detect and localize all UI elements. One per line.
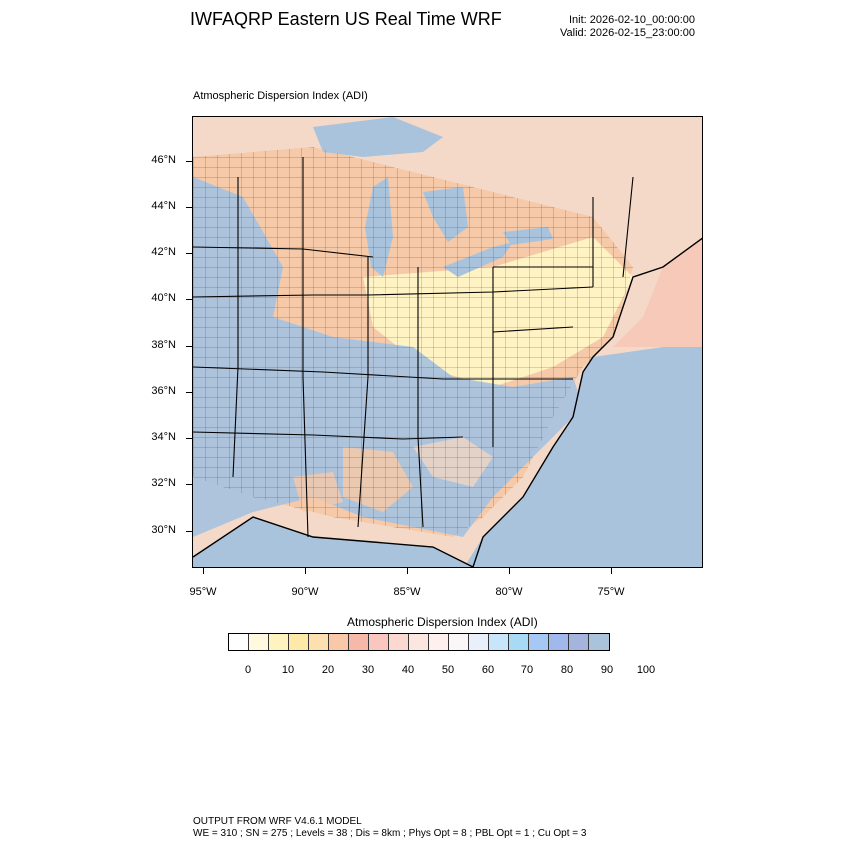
colorbar-box xyxy=(409,634,429,650)
model-info-line2: WE = 310 ; SN = 275 ; Levels = 38 ; Dis … xyxy=(193,828,587,839)
colorbar-label: 80 xyxy=(560,664,574,676)
lat-tick xyxy=(186,346,192,347)
colorbar-box xyxy=(329,634,349,650)
lon-tick xyxy=(203,568,204,574)
lat-tick xyxy=(186,531,192,532)
coastlines xyxy=(193,237,702,567)
map-panel xyxy=(192,116,703,568)
lon-tick xyxy=(305,568,306,574)
lat-label: 44°N xyxy=(151,200,176,212)
colorbar-label: 90 xyxy=(600,664,614,676)
lon-label: 80°W xyxy=(495,586,523,598)
colorbar-label: 70 xyxy=(520,664,534,676)
colorbar-box xyxy=(389,634,409,650)
gulf-of-mexico xyxy=(193,517,473,567)
lat-tick xyxy=(186,392,192,393)
lat-label: 36°N xyxy=(151,385,176,397)
lat-tick xyxy=(186,299,192,300)
colorbar-label: 30 xyxy=(361,664,375,676)
colorbar-box xyxy=(469,634,489,650)
lon-label: 90°W xyxy=(291,586,319,598)
lon-label: 85°W xyxy=(393,586,421,598)
lon-label: 75°W xyxy=(597,586,625,598)
colorbar-box xyxy=(489,634,509,650)
colorbar-box xyxy=(449,634,469,650)
lat-label: 30°N xyxy=(151,524,176,536)
lon-tick xyxy=(611,568,612,574)
state-boundaries xyxy=(193,157,634,538)
colorbar-box xyxy=(349,634,369,650)
colorbar-label: 0 xyxy=(244,664,252,676)
lake-superior xyxy=(313,117,443,157)
colorbar-box xyxy=(509,634,529,650)
colorbar-label: 100 xyxy=(636,664,656,676)
lat-tick xyxy=(186,207,192,208)
colorbar-box xyxy=(529,634,549,650)
colorbar-box xyxy=(309,634,329,650)
colorbar xyxy=(228,633,610,651)
lon-label: 95°W xyxy=(189,586,217,598)
colorbar-box xyxy=(429,634,449,650)
colorbar-box xyxy=(549,634,569,650)
valid-time: Valid: 2026-02-15_23:00:00 xyxy=(560,27,695,39)
atlantic-ocean xyxy=(464,345,702,567)
lat-tick xyxy=(186,438,192,439)
colorbar-title: Atmospheric Dispersion Index (ADI) xyxy=(347,615,538,629)
lon-tick xyxy=(407,568,408,574)
colorbar-box xyxy=(229,634,249,650)
lat-label: 42°N xyxy=(151,246,176,258)
colorbar-box xyxy=(369,634,389,650)
colorbar-label: 10 xyxy=(281,664,295,676)
lat-label: 40°N xyxy=(151,292,176,304)
colorbar-label: 50 xyxy=(441,664,455,676)
colorbar-box xyxy=(289,634,309,650)
lat-label: 38°N xyxy=(151,339,176,351)
colorbar-box xyxy=(569,634,589,650)
colorbar-box xyxy=(269,634,289,650)
colorbar-label: 20 xyxy=(321,664,335,676)
adi-map xyxy=(193,117,702,567)
model-info-line1: OUTPUT FROM WRF V4.6.1 MODEL xyxy=(193,816,362,827)
lat-tick xyxy=(186,161,192,162)
lat-tick xyxy=(186,253,192,254)
colorbar-label: 60 xyxy=(481,664,495,676)
lat-label: 32°N xyxy=(151,477,176,489)
lat-label: 34°N xyxy=(151,431,176,443)
colorbar-label: 40 xyxy=(401,664,415,676)
lat-tick xyxy=(186,484,192,485)
lon-tick xyxy=(509,568,510,574)
colorbar-box xyxy=(589,634,609,650)
colorbar-box xyxy=(249,634,269,650)
map-title: Atmospheric Dispersion Index (ADI) xyxy=(193,90,368,102)
page-title: IWFAQRP Eastern US Real Time WRF xyxy=(190,9,502,29)
lat-label: 46°N xyxy=(151,154,176,166)
init-time: Init: 2026-02-10_00:00:00 xyxy=(569,14,695,26)
